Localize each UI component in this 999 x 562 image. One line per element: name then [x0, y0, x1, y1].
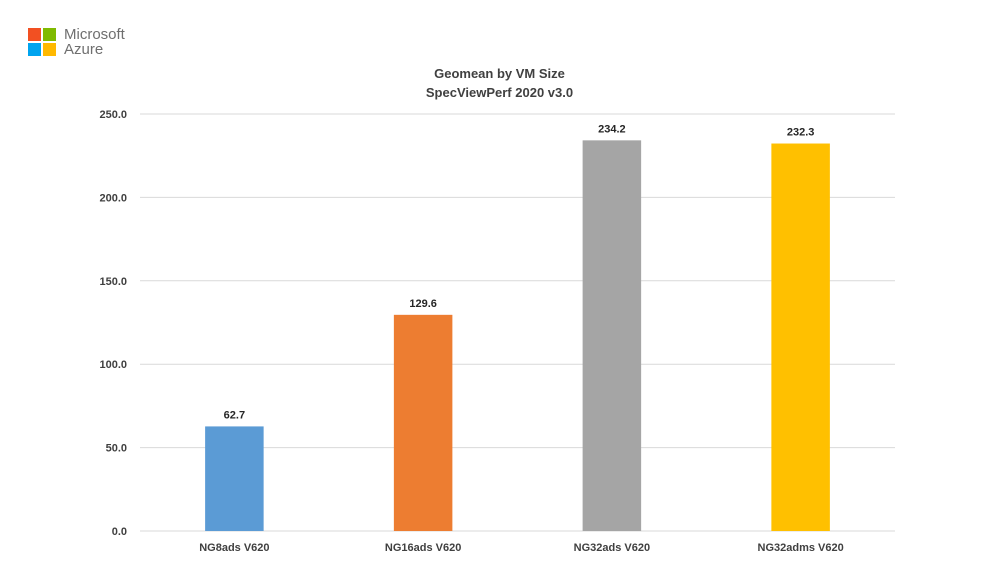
bar — [393, 314, 453, 531]
y-tick-label: 150.0 — [99, 276, 127, 288]
y-tick-label: 100.0 — [99, 359, 127, 371]
microsoft-azure-logo: Microsoft Azure — [28, 27, 125, 57]
x-tick-label: NG32adms V620 — [758, 542, 844, 554]
microsoft-logo-icon — [28, 28, 56, 56]
logo-square-red — [28, 28, 41, 41]
data-label: 62.7 — [224, 409, 245, 421]
bar — [582, 140, 642, 531]
y-tick-label: 0.0 — [112, 526, 127, 538]
logo-text-azure: Azure — [64, 41, 104, 58]
y-tick-label: 250.0 — [99, 109, 127, 121]
logo-square-green — [43, 28, 56, 41]
data-label: 234.2 — [598, 123, 626, 135]
chart-title: Geomean by VM Size — [434, 66, 565, 81]
y-tick-label: 50.0 — [106, 443, 127, 455]
y-tick-label: 200.0 — [99, 192, 127, 204]
data-label: 129.6 — [409, 298, 437, 310]
bar — [205, 426, 264, 531]
x-tick-label: NG8ads V620 — [199, 542, 269, 554]
logo-square-yellow — [43, 43, 56, 56]
logo-text-microsoft: Microsoft — [64, 26, 125, 43]
logo-square-blue — [28, 43, 41, 56]
logo-text: Microsoft Azure — [64, 27, 125, 57]
bar — [771, 143, 830, 531]
chart-subtitle: SpecViewPerf 2020 v3.0 — [425, 85, 574, 100]
x-tick-label: NG16ads V620 — [385, 542, 461, 554]
x-tick-label: NG32ads V620 — [574, 542, 650, 554]
data-label: 232.3 — [787, 127, 815, 139]
